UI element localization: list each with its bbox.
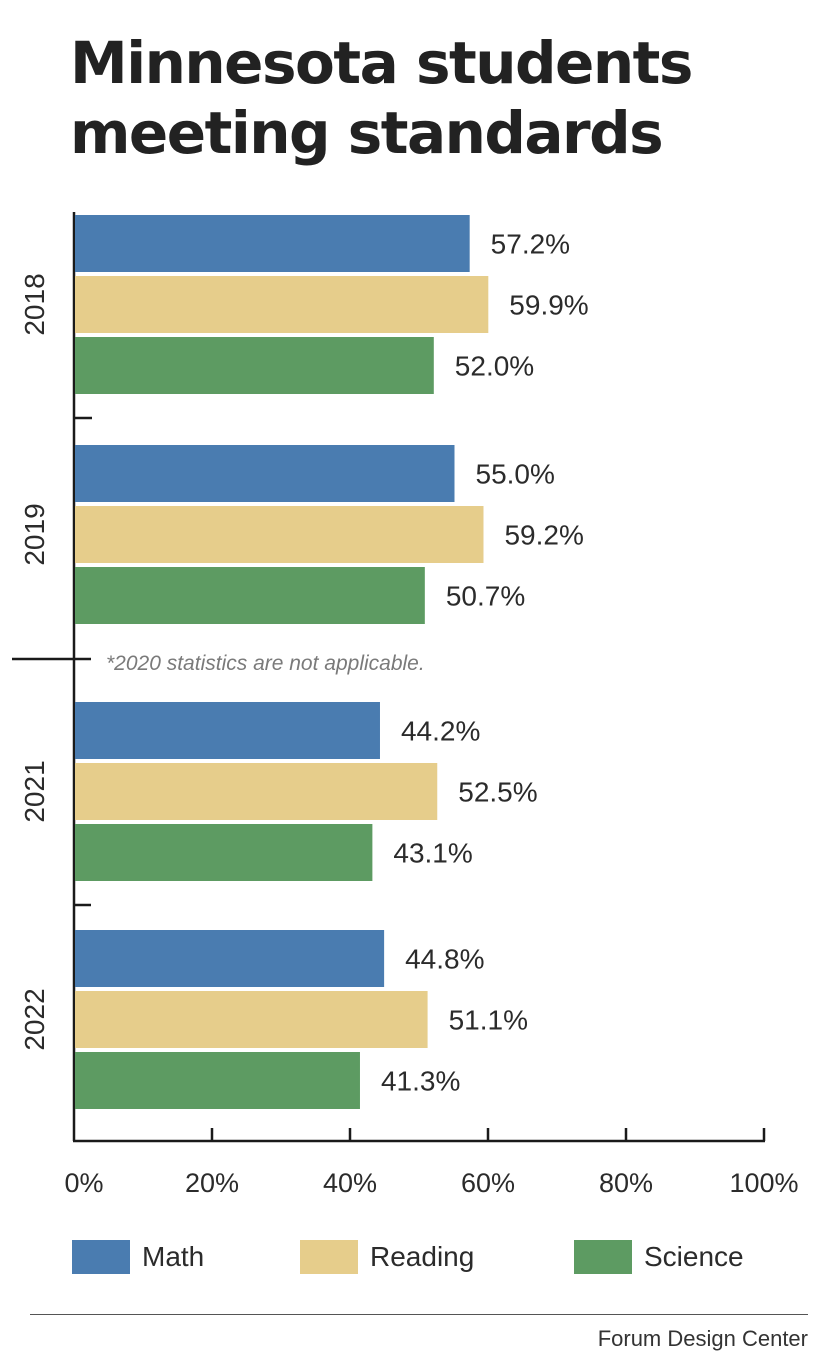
year-label-2019: 2019 (19, 503, 50, 565)
bar-label-2022-science: 41.3% (381, 1066, 460, 1097)
bar-2019-reading (75, 506, 484, 563)
chart-title-line-2: meeting standards (70, 99, 664, 167)
legend-swatch-reading (300, 1240, 358, 1274)
x-tick-label-2: 40% (323, 1168, 377, 1198)
bar-label-2019-math: 55.0% (476, 459, 555, 490)
bar-2022-reading (75, 991, 428, 1048)
note-2020-not-applicable: *2020 statistics are not applicable. (106, 652, 425, 675)
x-tick-label-0: 0% (64, 1168, 103, 1198)
legend-label-science: Science (644, 1241, 744, 1272)
legend-label-math: Math (142, 1241, 205, 1272)
x-tick-label-3: 60% (461, 1168, 515, 1198)
bar-2019-math (75, 445, 455, 502)
bar-label-2018-science: 52.0% (455, 351, 534, 382)
chart-title-line-1: Minnesota students (70, 29, 693, 97)
legend-item-reading: Reading (300, 1237, 474, 1277)
x-tick-label-4: 80% (599, 1168, 653, 1198)
legend-swatch-science (574, 1240, 632, 1274)
bar-label-2021-reading: 52.5% (458, 777, 537, 808)
bar-2018-reading (75, 276, 489, 333)
bar-2019-science (75, 567, 425, 624)
bar-label-2019-reading: 59.2% (504, 520, 583, 551)
legend: Math Reading Science (0, 1237, 840, 1277)
bar-2022-math (75, 930, 385, 987)
source-credit: Forum Design Center (597, 1326, 808, 1351)
bar-2018-math (75, 215, 470, 272)
legend-item-math: Math (72, 1237, 204, 1277)
bar-2021-math (75, 702, 380, 759)
bar-label-2018-math: 57.2% (491, 229, 570, 260)
x-tick-label-5: 100% (729, 1168, 798, 1198)
bar-label-2019-science: 50.7% (446, 581, 525, 612)
year-label-2022: 2022 (19, 988, 50, 1050)
x-tick-label-1: 20% (185, 1168, 239, 1198)
bar-label-2022-math: 44.8% (405, 944, 484, 975)
year-label-2018: 2018 (19, 273, 50, 335)
bar-label-2021-science: 43.1% (393, 838, 472, 869)
bar-2021-reading (75, 763, 438, 820)
footer-divider (30, 1314, 808, 1315)
chart-title: Minnesota students meeting standards (70, 28, 810, 168)
bar-2022-science (75, 1052, 360, 1109)
legend-item-science: Science (574, 1237, 744, 1277)
legend-label-reading: Reading (370, 1241, 475, 1272)
legend-swatch-math (72, 1240, 130, 1274)
year-label-2021: 2021 (19, 760, 50, 822)
bar-label-2022-reading: 51.1% (449, 1005, 528, 1036)
bar-2021-science (75, 824, 373, 881)
bar-label-2018-reading: 59.9% (509, 290, 588, 321)
bar-label-2021-math: 44.2% (401, 716, 480, 747)
bar-2018-science (75, 337, 434, 394)
